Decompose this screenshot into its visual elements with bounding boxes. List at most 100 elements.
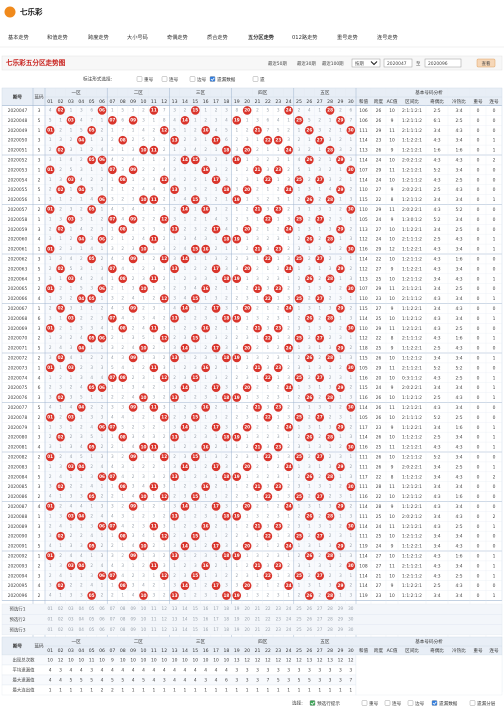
preselect-number[interactable]: 24 <box>286 627 292 632</box>
nav-link[interactable]: 大小号码 <box>127 33 148 41</box>
nav-link[interactable]: 和值走势 <box>47 33 68 41</box>
nav-link[interactable]: 五分区走势 <box>248 33 275 41</box>
preselect-number[interactable]: 24 <box>286 616 292 621</box>
preselect-number[interactable]: 03 <box>68 616 74 621</box>
checkbox[interactable] <box>407 700 414 706</box>
preselect-number[interactable]: 01 <box>48 606 54 611</box>
preselect-number[interactable]: 10 <box>141 616 147 621</box>
preselect-number[interactable]: 12 <box>162 627 168 632</box>
preselect-number[interactable]: 07 <box>110 616 116 621</box>
preselect-number[interactable]: 13 <box>172 616 178 621</box>
preselect-number[interactable]: 06 <box>99 606 105 611</box>
preselect-number[interactable]: 12 <box>162 606 168 611</box>
preselect-number[interactable]: 04 <box>79 627 85 632</box>
preselect-number[interactable]: 27 <box>317 627 323 632</box>
preselect-number[interactable]: 04 <box>79 616 85 621</box>
preselect-number[interactable]: 27 <box>317 616 323 621</box>
preselect-number[interactable]: 08 <box>120 606 126 611</box>
preselect-number[interactable]: 17 <box>213 616 219 621</box>
checkbox[interactable] <box>361 700 368 706</box>
preselect-number[interactable]: 16 <box>203 606 209 611</box>
preselect-number[interactable]: 28 <box>327 616 333 621</box>
preselect-number[interactable]: 02 <box>58 616 64 621</box>
checkbox[interactable] <box>384 700 391 706</box>
preselect-number[interactable]: 15 <box>193 627 199 632</box>
preselect-number[interactable]: 26 <box>307 616 313 621</box>
preselect-number[interactable]: 22 <box>265 627 271 632</box>
view-button[interactable] <box>476 58 496 68</box>
nav-link[interactable]: 质合走势 <box>207 33 228 41</box>
preselect-number[interactable]: 30 <box>348 606 354 611</box>
preselect-number[interactable]: 09 <box>130 606 136 611</box>
preselect-number[interactable]: 03 <box>68 627 74 632</box>
checkbox[interactable] <box>469 700 476 706</box>
quick-range-link[interactable]: 最近100期 <box>322 60 344 67</box>
preselect-number[interactable]: 10 <box>141 606 147 611</box>
preselect-number[interactable]: 01 <box>48 616 54 621</box>
preselect-number[interactable]: 27 <box>317 606 323 611</box>
preselect-number[interactable]: 23 <box>276 606 282 611</box>
preselect-number[interactable]: 25 <box>296 616 302 621</box>
preselect-number[interactable]: 06 <box>99 627 105 632</box>
preselect-number[interactable]: 14 <box>182 616 188 621</box>
preselect-number[interactable]: 03 <box>68 606 74 611</box>
preselect-number[interactable]: 13 <box>172 606 178 611</box>
preselect-number[interactable]: 05 <box>89 627 95 632</box>
preselect-number[interactable]: 15 <box>193 606 199 611</box>
preselect-number[interactable]: 20 <box>244 616 250 621</box>
preselect-number[interactable]: 28 <box>327 627 333 632</box>
preselect-number[interactable]: 25 <box>296 627 302 632</box>
preselect-number[interactable]: 29 <box>338 606 344 611</box>
quick-range-link[interactable]: 最近30期 <box>297 60 316 67</box>
preselect-number[interactable]: 21 <box>255 627 261 632</box>
preselect-number[interactable]: 26 <box>307 606 313 611</box>
preselect-number[interactable]: 25 <box>296 606 302 611</box>
checkbox[interactable] <box>136 76 143 82</box>
preselect-number[interactable]: 30 <box>348 616 354 621</box>
preselect-number[interactable]: 11 <box>151 616 157 621</box>
nav-link[interactable]: 基本走势 <box>8 33 29 41</box>
preselect-number[interactable]: 26 <box>307 627 313 632</box>
preselect-number[interactable]: 30 <box>348 627 354 632</box>
nav-link[interactable]: 连号走势 <box>377 33 398 41</box>
mode-select[interactable] <box>351 58 381 68</box>
preselect-number[interactable]: 19 <box>234 616 240 621</box>
preselect-number[interactable]: 29 <box>338 627 344 632</box>
nav-link[interactable]: 重号走势 <box>337 33 358 41</box>
preselect-number[interactable]: 18 <box>224 627 230 632</box>
preselect-number[interactable]: 16 <box>203 616 209 621</box>
preselect-number[interactable]: 22 <box>265 616 271 621</box>
nav-link[interactable]: 奇偶走势 <box>167 33 188 41</box>
preselect-number[interactable]: 17 <box>213 606 219 611</box>
preselect-number[interactable]: 09 <box>130 616 136 621</box>
checkbox[interactable] <box>161 76 168 82</box>
preselect-number[interactable]: 14 <box>182 627 188 632</box>
preselect-number[interactable]: 06 <box>99 616 105 621</box>
preselect-number[interactable]: 21 <box>255 606 261 611</box>
to-input[interactable] <box>424 58 462 68</box>
preselect-number[interactable]: 08 <box>120 627 126 632</box>
preselect-number[interactable]: 24 <box>286 606 292 611</box>
preselect-number[interactable]: 07 <box>110 606 116 611</box>
quick-range-link[interactable]: 最近50期 <box>268 60 287 67</box>
nav-link[interactable]: 跨度走势 <box>88 33 109 41</box>
preselect-number[interactable]: 13 <box>172 627 178 632</box>
from-input[interactable] <box>383 58 413 68</box>
preselect-number[interactable]: 10 <box>141 627 147 632</box>
nav-link[interactable]: 012路走势 <box>292 33 317 41</box>
checkbox[interactable] <box>431 700 438 706</box>
preselect-number[interactable]: 11 <box>151 627 157 632</box>
preselect-number[interactable]: 11 <box>151 606 157 611</box>
preselect-number[interactable]: 28 <box>327 606 333 611</box>
checkbox[interactable] <box>309 700 316 706</box>
preselect-number[interactable]: 14 <box>182 606 188 611</box>
preselect-number[interactable]: 20 <box>244 606 250 611</box>
preselect-number[interactable]: 29 <box>338 616 344 621</box>
preselect-number[interactable]: 23 <box>276 627 282 632</box>
preselect-number[interactable]: 20 <box>244 627 250 632</box>
checkbox[interactable] <box>189 76 196 82</box>
checkbox[interactable] <box>209 76 216 82</box>
preselect-number[interactable]: 19 <box>234 606 240 611</box>
preselect-number[interactable]: 21 <box>255 616 261 621</box>
preselect-number[interactable]: 18 <box>224 606 230 611</box>
